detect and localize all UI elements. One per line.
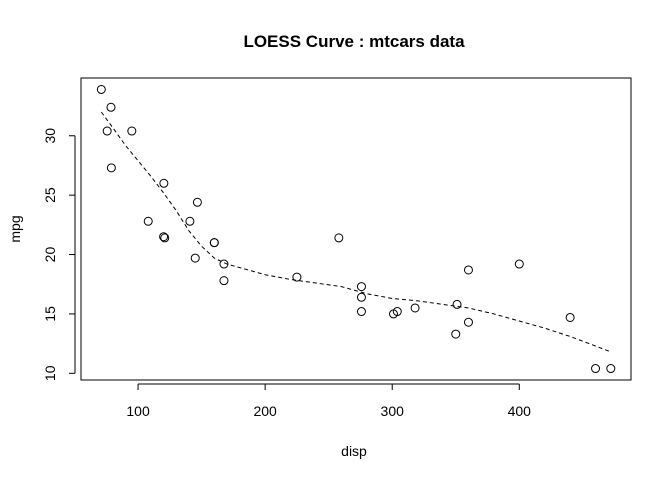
x-axis-label: disp: [341, 443, 367, 459]
data-point: [452, 299, 462, 309]
y-tick-label: 20: [42, 247, 58, 263]
data-point: [292, 272, 302, 282]
data-point: [143, 216, 153, 226]
loess-curve: [100, 111, 611, 353]
data-point: [106, 163, 116, 173]
data-point: [127, 126, 137, 136]
x-tick-label: 400: [508, 403, 532, 419]
data-point: [106, 102, 116, 112]
data-point: [356, 307, 366, 317]
chart-title: LOESS Curve : mtcars data: [243, 32, 465, 51]
data-point: [463, 265, 473, 275]
y-tick-label: 15: [42, 306, 58, 322]
data-point: [514, 259, 524, 269]
data-point: [388, 309, 398, 319]
data-point: [565, 312, 575, 322]
plot-frame: [80, 77, 632, 381]
data-point: [451, 329, 461, 339]
data-point: [159, 232, 169, 242]
data-point: [334, 233, 344, 243]
data-point: [463, 317, 473, 327]
x-tick-label: 300: [381, 403, 405, 419]
data-point: [606, 364, 616, 374]
x-tick-label: 100: [126, 403, 150, 419]
y-tick-label: 30: [42, 128, 58, 144]
data-point: [410, 303, 420, 313]
data-point: [96, 84, 106, 94]
x-tick-label: 200: [253, 403, 277, 419]
y-tick-label: 10: [42, 365, 58, 381]
data-point: [159, 178, 169, 188]
data-point: [190, 253, 200, 263]
x-axis: 100 200 300 400: [126, 383, 532, 419]
data-point: [356, 292, 366, 302]
data-points: [96, 84, 616, 374]
y-axis-label: mpg: [7, 215, 23, 242]
data-point: [356, 282, 366, 292]
data-point: [160, 233, 170, 243]
y-axis: 10 15 20 25 30: [42, 128, 76, 381]
data-point: [192, 197, 202, 207]
data-point: [591, 364, 601, 374]
data-point: [219, 276, 229, 286]
y-tick-label: 25: [42, 187, 58, 203]
data-point: [185, 216, 195, 226]
data-point: [219, 259, 229, 269]
data-point: [102, 126, 112, 136]
data-point: [209, 238, 219, 248]
